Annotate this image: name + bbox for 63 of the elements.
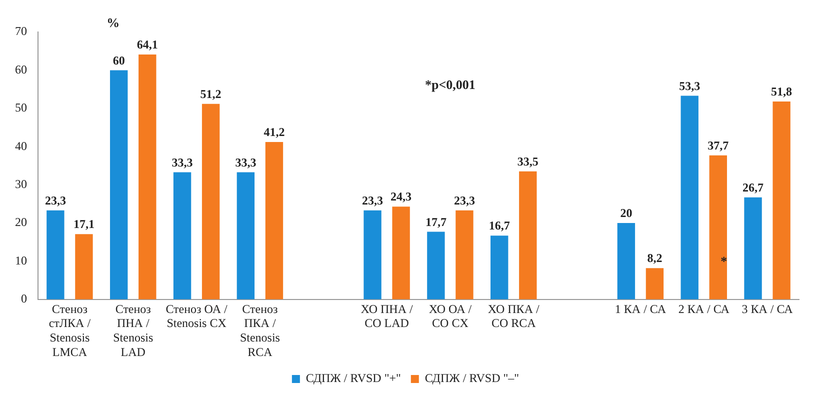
data-label: 20 [620, 206, 632, 220]
x-tick-label: ХО ПКА / CO RCA [488, 302, 540, 330]
bar [617, 223, 636, 300]
legend-label: СДПЖ / RVSD "+" [306, 371, 401, 386]
x-tick-label: Стеноз ОА / Stenosis CX [166, 302, 228, 330]
bar [744, 197, 762, 300]
annotation: *p<0,001 [425, 76, 476, 92]
bar [364, 210, 382, 300]
bar [202, 104, 220, 300]
text: % [106, 14, 120, 30]
x-tick-label: ХО ПНА / CO LAD [360, 302, 414, 330]
x-tick-label: Стеноз ПКА / Stenosis RCA [240, 302, 280, 359]
x-tick-label: 1 КА / СА [614, 302, 666, 316]
y-tick-label: 30 [15, 176, 27, 191]
data-label: 37,7 [708, 138, 729, 152]
data-label: 51,2 [200, 86, 222, 101]
bar [709, 155, 727, 300]
x-tick-label: Стеноз ПНА / Stenosis LAD [113, 302, 154, 359]
bar [646, 268, 664, 300]
y-tick-label: 20 [15, 215, 27, 230]
data-label: 16,7 [488, 218, 510, 233]
data-label: 24,3 [390, 190, 412, 204]
y-tick-label: 60 [15, 62, 27, 76]
data-label: 26,7 [742, 180, 764, 194]
data-label: 53,3 [679, 78, 700, 93]
bar [75, 234, 93, 300]
data-label: 23,3 [44, 193, 66, 208]
bar [490, 236, 508, 300]
bar [519, 171, 537, 300]
bar [265, 142, 284, 300]
y-tick-label: 70 [15, 24, 27, 38]
data-label: 51,8 [771, 84, 792, 99]
data-label: 41,2 [264, 125, 285, 140]
x-tick-label: 3 КА / СА [742, 302, 794, 316]
data-label: 64,1 [136, 38, 158, 52]
x-tick-label: ХО ОА / CO CX [428, 302, 472, 330]
bar [110, 70, 128, 300]
y-tick-label: 40 [15, 138, 27, 153]
legend-label: СДПЖ / RVSD "–" [424, 371, 520, 386]
bar [456, 210, 474, 300]
annotation: * [720, 254, 728, 269]
x-tick-label: Стеноз стЛКА / Stenosis LMCA [48, 302, 92, 359]
bar [772, 102, 790, 300]
data-label: 8,2 [647, 251, 662, 266]
data-label: 33,3 [235, 155, 256, 170]
bar [138, 54, 156, 300]
x-tick-label: 2 КА / СА [678, 302, 730, 316]
bar [236, 172, 255, 300]
bar [427, 232, 445, 300]
data-label: 23,3 [362, 193, 384, 208]
bar [392, 206, 410, 300]
data-label: 60 [112, 53, 125, 68]
bar [173, 172, 192, 300]
y-tick-label: 0 [21, 292, 27, 306]
bar [680, 96, 698, 300]
y-tick-label: 10 [15, 253, 27, 268]
data-label: 23,3 [454, 193, 475, 208]
data-label: 17,7 [425, 214, 446, 229]
data-label: 17,1 [73, 217, 94, 232]
y-tick-label: 50 [15, 100, 27, 115]
bar [46, 210, 64, 300]
data-label: 33,5 [517, 154, 538, 169]
data-label: 33,3 [172, 155, 193, 170]
